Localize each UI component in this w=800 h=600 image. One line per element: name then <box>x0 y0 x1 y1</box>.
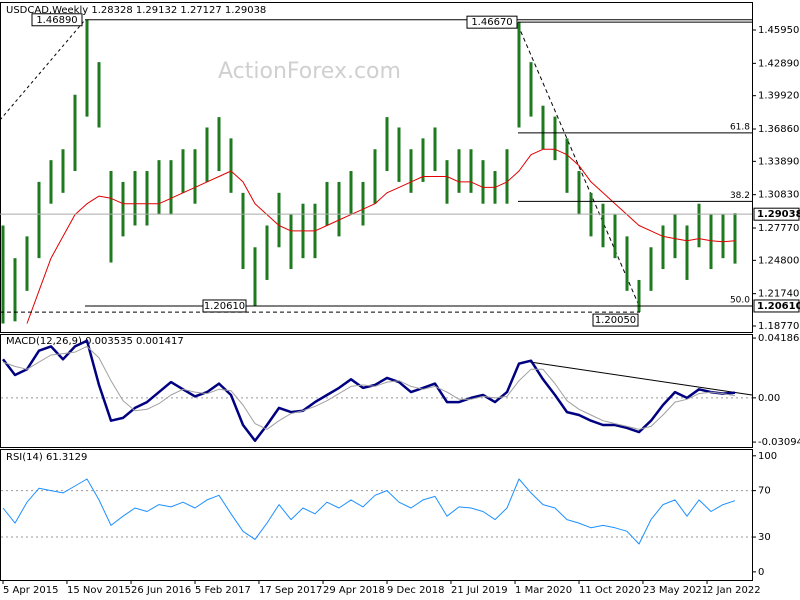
x-tick-label: 9 Dec 2018 <box>387 585 445 596</box>
fib-label: 61.8 <box>730 122 750 132</box>
y-tick-label: 0.041864 <box>758 333 800 344</box>
y-tick-label: 1.18770 <box>758 321 799 332</box>
y-tick-label: 1.42890 <box>758 58 799 69</box>
level-label: 1.46670 <box>471 17 512 28</box>
y-tick-label: 1.39920 <box>758 91 799 102</box>
y-tick-label: 30 <box>758 532 771 543</box>
x-tick-label: 23 May 2021 <box>643 585 708 596</box>
indicator-line <box>2 339 736 442</box>
y-tick-label: 1.45950 <box>758 25 799 36</box>
x-tick-label: 21 Jul 2019 <box>451 585 508 596</box>
panel-frame <box>0 334 753 448</box>
x-tick-label: 5 Apr 2015 <box>3 585 58 596</box>
trend-line <box>517 24 641 309</box>
watermark: ActionForex.com <box>218 59 401 84</box>
x-tick-label: 1 Mar 2020 <box>515 585 572 596</box>
indicator-line <box>2 478 736 545</box>
level-label: 1.20050 <box>595 315 636 326</box>
rsi-title: RSI(14) 61.3129 <box>6 452 87 463</box>
x-tick-label: 11 Oct 2020 <box>579 585 641 596</box>
y-tick-label: 70 <box>758 486 771 497</box>
x-tick-label: 2 Jan 2022 <box>707 585 761 596</box>
panel-frame <box>0 449 753 581</box>
x-tick-label: 29 Apr 2018 <box>323 585 385 596</box>
y-tick-label: 0 <box>758 567 764 578</box>
fib-label: 38.2 <box>730 191 750 201</box>
x-tick-label: 5 Feb 2017 <box>195 585 251 596</box>
x-tick-label: 15 Nov 2015 <box>67 585 131 596</box>
y-tick-label: -0.030945 <box>758 437 800 448</box>
axis-price-label: 1.20610 <box>757 301 800 312</box>
y-tick-label: 100 <box>758 451 777 462</box>
moving-average <box>26 148 736 324</box>
level-label: 1.46890 <box>36 15 77 26</box>
trend-line <box>0 19 86 121</box>
y-tick-label: 1.30830 <box>758 190 799 201</box>
fib-label: 50.0 <box>730 295 750 305</box>
x-tick-label: 17 Sep 2017 <box>259 585 322 596</box>
y-tick-label: 1.33890 <box>758 156 799 167</box>
axis-price-box <box>753 299 800 313</box>
level-label-box <box>466 15 518 29</box>
y-tick-label: 1.27770 <box>758 223 799 234</box>
y-tick-label: 1.21740 <box>758 289 799 300</box>
indicator-line <box>2 345 736 430</box>
panel-frame <box>0 2 753 333</box>
y-tick-label: 1.36860 <box>758 124 799 135</box>
axis-price-box <box>753 207 800 221</box>
chart-title: USDCAD,Weekly 1.28328 1.29132 1.27127 1.… <box>6 5 266 16</box>
level-label-box <box>592 313 639 327</box>
macd-title: MACD(12,26,9) 0.003535 0.001417 <box>6 336 184 347</box>
level-label: 1.20610 <box>204 301 245 312</box>
axis-price-label: 1.29038 <box>757 209 800 220</box>
y-tick-label: 0.00 <box>758 393 780 404</box>
y-tick-label: 1.24800 <box>758 255 799 266</box>
x-tick-label: 26 Jun 2016 <box>131 585 191 596</box>
macd-trend-line <box>529 361 753 396</box>
level-label-box <box>31 13 83 27</box>
